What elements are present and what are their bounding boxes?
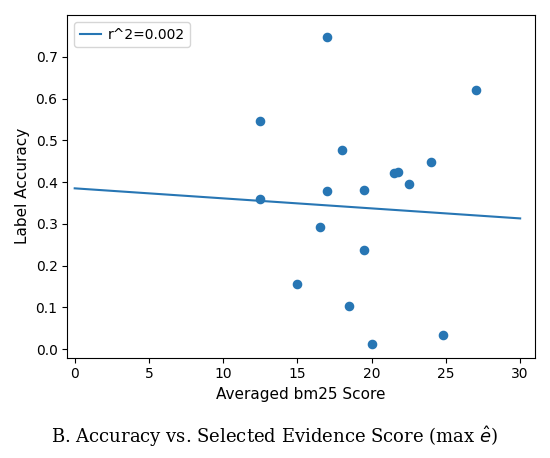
Legend: r^2=0.002: r^2=0.002 bbox=[74, 22, 190, 47]
Point bbox=[360, 187, 368, 194]
Point bbox=[256, 195, 265, 202]
Point bbox=[438, 332, 447, 339]
Point bbox=[293, 281, 302, 288]
Point bbox=[427, 159, 436, 166]
Text: B. Accuracy vs. Selected Evidence Score (max $\hat{e}$): B. Accuracy vs. Selected Evidence Score … bbox=[52, 424, 498, 449]
Point bbox=[360, 246, 368, 254]
Y-axis label: Label Accuracy: Label Accuracy bbox=[15, 128, 30, 245]
Point bbox=[256, 117, 265, 124]
Point bbox=[394, 168, 403, 175]
Point bbox=[404, 180, 413, 188]
Point bbox=[471, 86, 480, 93]
X-axis label: Averaged bm25 Score: Averaged bm25 Score bbox=[216, 387, 386, 402]
Point bbox=[345, 302, 354, 310]
Point bbox=[338, 146, 346, 153]
Point bbox=[323, 188, 332, 195]
Point bbox=[389, 169, 398, 176]
Point bbox=[315, 223, 324, 230]
Point bbox=[323, 33, 332, 40]
Point bbox=[367, 340, 376, 347]
